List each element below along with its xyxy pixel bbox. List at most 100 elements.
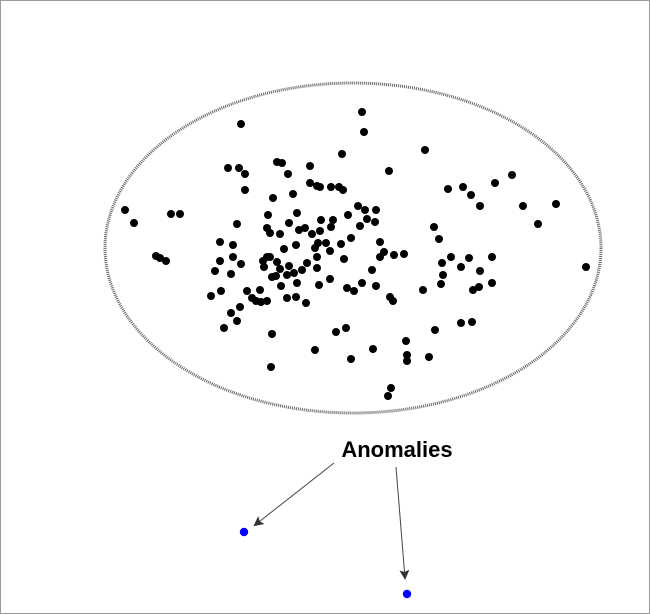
normal-point (311, 346, 319, 354)
normal-point (354, 202, 362, 210)
normal-point (301, 224, 309, 232)
normal-point (285, 262, 293, 270)
normal-point (347, 234, 355, 242)
normal-point (459, 183, 467, 191)
anomaly-point-right (402, 589, 412, 599)
normal-point (229, 253, 237, 261)
normal-point (316, 227, 324, 235)
normal-point (267, 363, 275, 371)
normal-point (372, 282, 380, 290)
normal-point (269, 194, 277, 202)
normal-point (298, 266, 306, 274)
normal-point (476, 202, 484, 210)
normal-point (130, 219, 138, 227)
normal-point (233, 317, 241, 325)
normal-point (233, 220, 241, 228)
normal-point (176, 210, 184, 218)
normal-point (306, 179, 314, 187)
normal-point (293, 279, 301, 287)
normal-point (284, 170, 292, 178)
normal-point (283, 271, 291, 279)
normal-point (268, 273, 276, 281)
normal-point (491, 179, 499, 187)
normal-point (488, 279, 496, 287)
normal-point (419, 286, 427, 294)
normal-point (289, 190, 297, 198)
normal-point (467, 191, 475, 199)
normal-point (430, 223, 438, 231)
normal-point (371, 218, 379, 226)
normal-point (290, 269, 298, 277)
normal-point (317, 216, 325, 224)
normal-point (278, 159, 286, 167)
normal-point (582, 263, 590, 271)
normal-point (220, 324, 228, 332)
normal-point (285, 219, 293, 227)
normal-point (256, 286, 264, 294)
normal-point (350, 287, 358, 295)
normal-point (447, 253, 455, 261)
normal-point (283, 294, 291, 302)
normal-point (358, 108, 366, 116)
normal-point (435, 235, 443, 243)
normal-point (308, 230, 316, 238)
normal-point (380, 248, 388, 256)
normal-point (156, 254, 164, 262)
normal-point (252, 297, 260, 305)
normal-point (387, 384, 395, 392)
normal-point (207, 292, 215, 300)
normal-point (437, 280, 445, 288)
normal-point (444, 185, 452, 193)
normal-point (343, 284, 351, 292)
normal-point (313, 253, 321, 261)
normal-point (438, 259, 446, 267)
normal-point (327, 223, 335, 231)
normal-point (431, 326, 439, 334)
normal-point (400, 250, 408, 258)
normal-point (167, 210, 175, 218)
normal-point (315, 281, 323, 289)
normal-point (469, 286, 477, 294)
normal-point (468, 318, 476, 326)
normal-point (236, 303, 244, 311)
normal-point (339, 186, 347, 194)
normal-point (344, 211, 352, 219)
normal-point (263, 297, 271, 305)
normal-point (327, 183, 335, 191)
normal-point (368, 266, 376, 274)
normal-point (216, 238, 224, 246)
normal-point (360, 128, 368, 136)
normal-point (402, 337, 410, 345)
normal-point (337, 240, 345, 248)
normal-point (313, 264, 321, 272)
normal-point (306, 162, 314, 170)
anomalies-label: Anomalies (341, 437, 452, 462)
normal-point (276, 230, 284, 238)
normal-point (465, 254, 473, 262)
normal-point (385, 167, 393, 175)
arrow-to-anomaly-right (395, 466, 410, 580)
normal-point (276, 265, 284, 273)
normal-point (390, 251, 398, 259)
normal-point (356, 222, 364, 230)
normal-point (329, 216, 337, 224)
normal-point (384, 392, 392, 400)
normal-point (229, 241, 237, 249)
normal-point (227, 270, 235, 278)
normal-points-group (121, 108, 590, 400)
normal-point (303, 259, 311, 267)
normal-point (211, 267, 219, 275)
normal-point (534, 220, 542, 228)
normal-point (292, 293, 300, 301)
normal-point (476, 267, 484, 275)
normal-point (340, 255, 348, 263)
normal-point (508, 171, 516, 179)
normal-point (263, 253, 271, 261)
normal-point (403, 351, 411, 359)
normal-point (280, 245, 288, 253)
normal-point (237, 120, 245, 128)
normal-point (439, 271, 447, 279)
normal-point (403, 357, 411, 365)
